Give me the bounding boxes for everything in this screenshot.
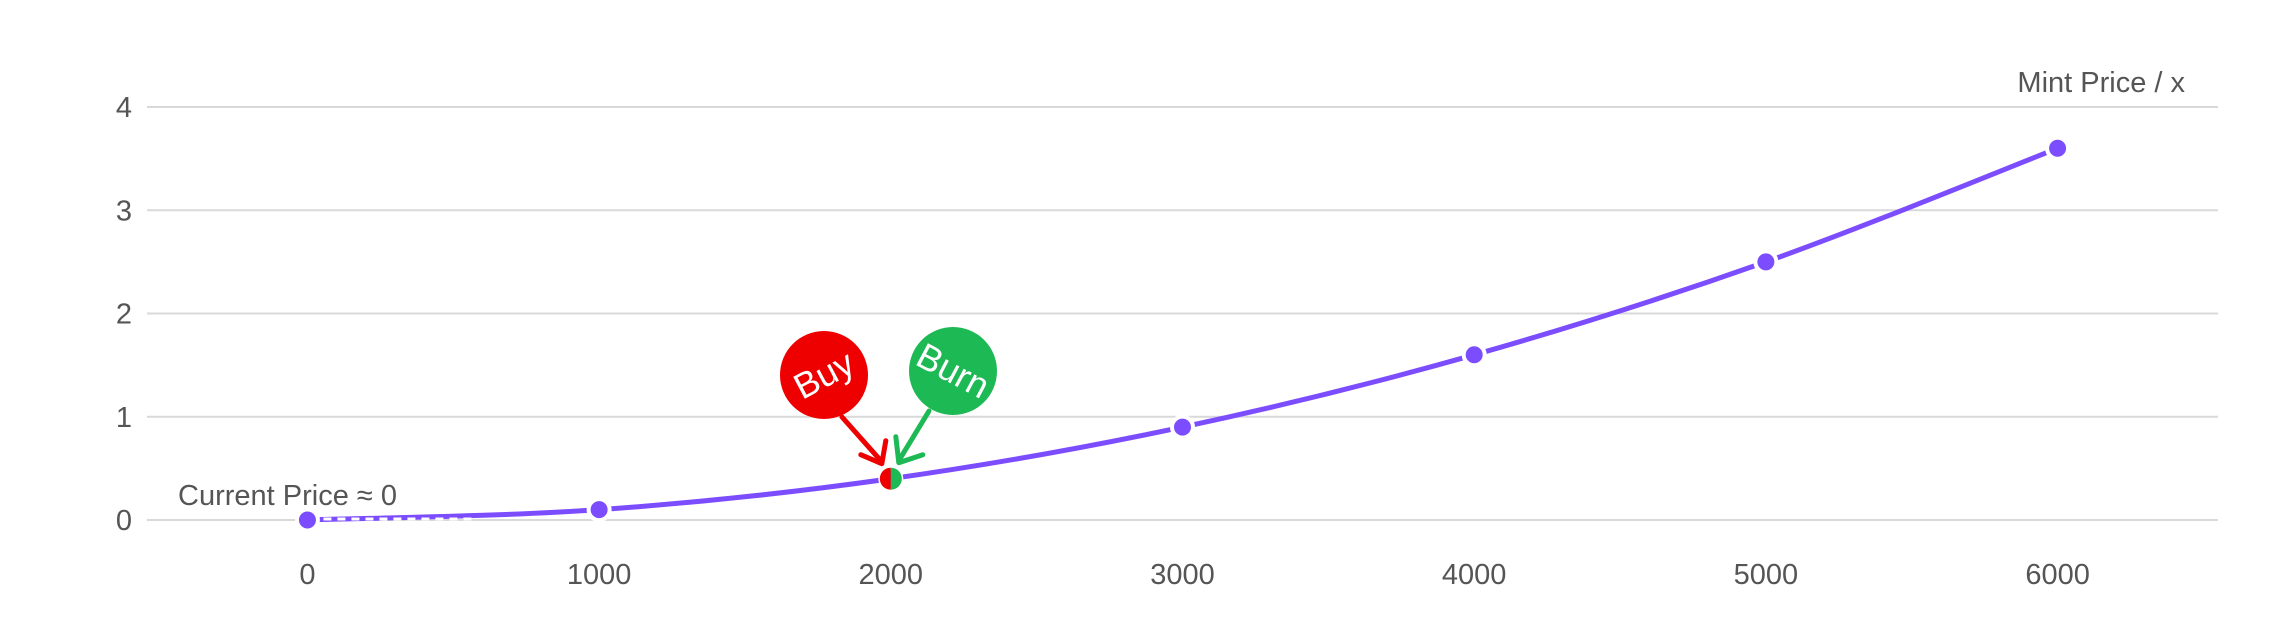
y-axis-ticks: 0 1 2 3 4 (116, 92, 132, 537)
burn-arrow-head (893, 434, 926, 466)
buy-arrow-shaft (839, 414, 884, 464)
burn-point-half (890, 467, 902, 490)
buy-arrow-head (858, 438, 889, 467)
x-tick-label: 5000 (1734, 559, 1799, 591)
y-axis-label: Mint Price / x (2017, 67, 2185, 99)
y-tick-label: 1 (116, 402, 132, 434)
series-curve (304, 145, 2061, 523)
buy-bubble (780, 331, 868, 419)
y-tick-label: 0 (116, 505, 132, 537)
series-line (294, 135, 2071, 533)
y-tick-label: 4 (116, 92, 132, 124)
current-price-annotation: Current Price ≈ 0 (178, 480, 478, 521)
x-tick-label: 3000 (1150, 559, 1215, 591)
grid-lines (147, 106, 2218, 521)
data-point (294, 507, 320, 533)
data-point (1753, 249, 1779, 275)
y-tick-label: 2 (116, 299, 132, 331)
data-point (2045, 135, 2071, 161)
data-point (586, 497, 612, 523)
y-tick-label: 3 (116, 195, 132, 227)
buy-burn-markers: Buy Burn (780, 327, 997, 490)
data-point (1170, 414, 1195, 440)
x-tick-label: 0 (299, 559, 315, 591)
x-tick-label: 6000 (2025, 559, 2090, 591)
current-price-label: Current Price ≈ 0 (178, 480, 397, 512)
buy-point-half (879, 467, 891, 490)
burn-arrow-shaft (896, 408, 932, 464)
data-point (1461, 342, 1487, 368)
x-tick-label: 4000 (1442, 559, 1507, 591)
x-axis-ticks: 0 1000 2000 3000 4000 5000 6000 (299, 559, 2089, 591)
x-tick-label: 2000 (859, 559, 924, 591)
burn-bubble (909, 327, 997, 415)
x-tick-label: 1000 (567, 559, 632, 591)
